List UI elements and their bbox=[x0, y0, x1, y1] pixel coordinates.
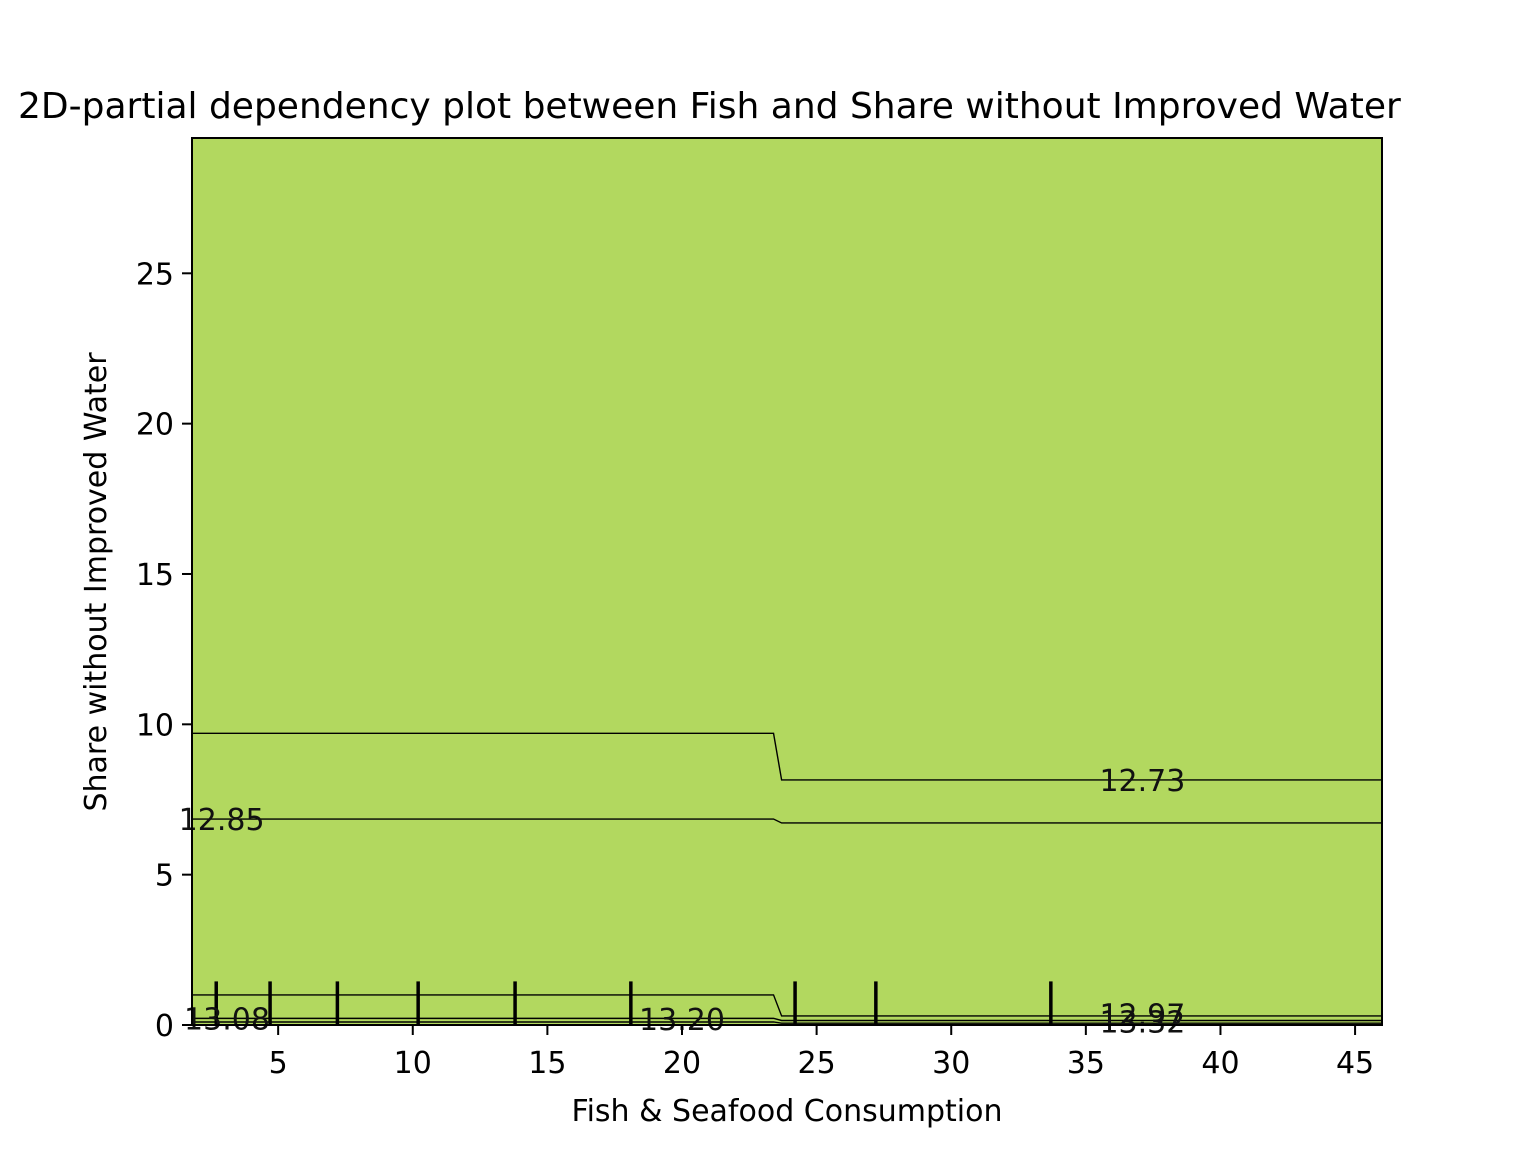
plot-area bbox=[192, 138, 1382, 1025]
x-tick-label: 30 bbox=[932, 1046, 970, 1081]
rug-marks bbox=[214, 981, 1053, 1025]
x-axis-label: Fish & Seafood Consumption bbox=[572, 1094, 1003, 1129]
x-axis: 5 10 15 20 25 30 35 40 45 bbox=[269, 1025, 1374, 1081]
x-tick-label: 25 bbox=[798, 1046, 836, 1081]
contour-region-6 bbox=[192, 138, 1382, 1025]
contour-lines bbox=[192, 732, 1382, 1024]
y-tick-label: 20 bbox=[136, 408, 174, 443]
y-axis-label: Share without Improved Water bbox=[79, 352, 114, 812]
chart-title: 2D-partial dependency plot between Fish … bbox=[18, 86, 1401, 127]
x-tick-label: 40 bbox=[1201, 1046, 1239, 1081]
y-tick-label: 15 bbox=[136, 558, 174, 593]
contour-line-4 bbox=[192, 1017, 1382, 1022]
x-tick-label: 5 bbox=[269, 1046, 288, 1081]
contour-label: 12.73 bbox=[1099, 764, 1185, 799]
contour-line-5 bbox=[192, 1021, 1382, 1024]
x-tick-label: 35 bbox=[1067, 1046, 1105, 1081]
x-tick-label: 45 bbox=[1336, 1046, 1374, 1081]
x-tick-label: 10 bbox=[394, 1046, 432, 1081]
y-tick-label: 5 bbox=[155, 859, 174, 894]
contour-line-2 bbox=[192, 818, 1382, 824]
x-tick-label: 15 bbox=[528, 1046, 566, 1081]
y-axis: 0 5 10 15 20 25 bbox=[136, 257, 192, 1044]
plot-frame bbox=[191, 137, 1383, 1026]
y-tick-label: 0 bbox=[155, 1009, 174, 1044]
contour-label: 13.32 bbox=[1099, 1005, 1185, 1040]
y-tick-label: 25 bbox=[136, 257, 174, 292]
y-tick-label: 10 bbox=[136, 708, 174, 743]
contour-line-1 bbox=[192, 732, 1382, 781]
contour-label: 12.97 bbox=[1099, 998, 1185, 1033]
contour-label: 13.08 bbox=[184, 1002, 270, 1037]
contour-line-3 bbox=[192, 994, 1382, 1017]
x-tick-label: 20 bbox=[663, 1046, 701, 1081]
